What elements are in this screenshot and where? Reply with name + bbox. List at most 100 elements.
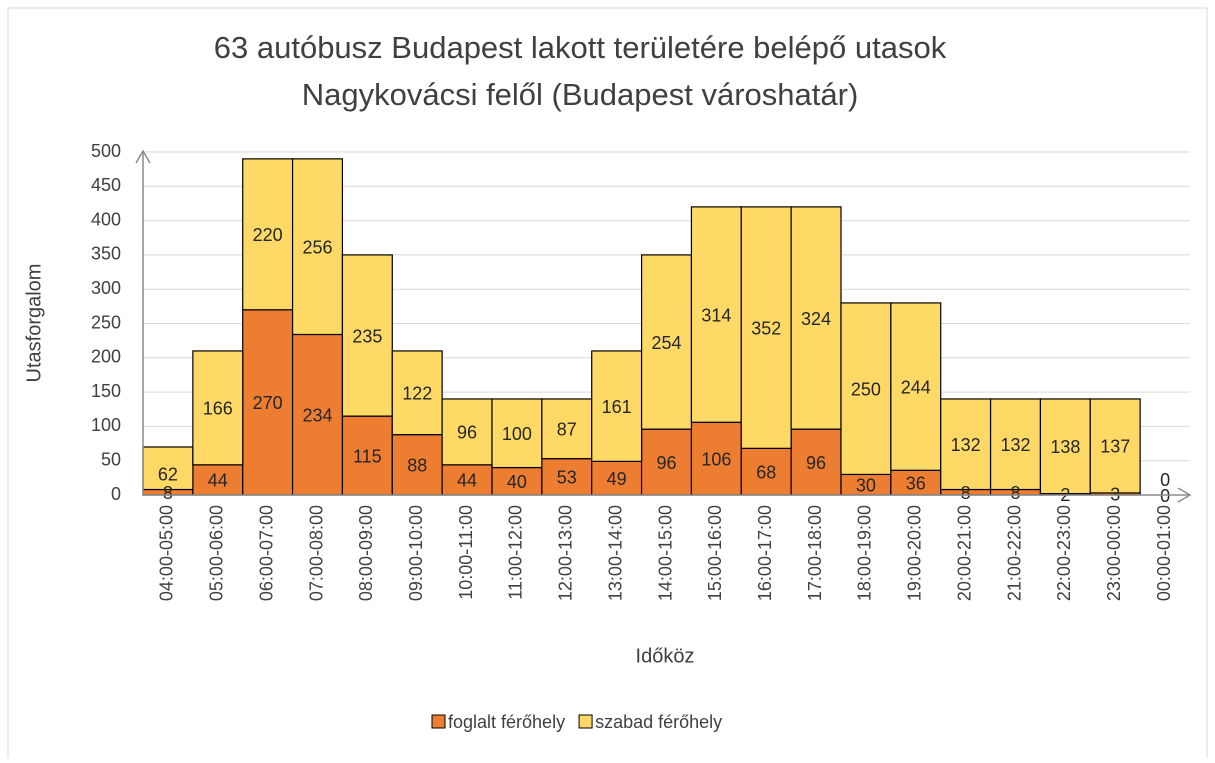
legend-label: foglalt férőhely bbox=[448, 712, 565, 732]
x-tick-label: 17:00-18:00 bbox=[805, 505, 825, 601]
legend-swatch bbox=[431, 714, 446, 729]
data-label: 44 bbox=[457, 471, 477, 491]
y-tick-label: 300 bbox=[91, 278, 121, 298]
data-label: 106 bbox=[701, 449, 731, 469]
data-label: 166 bbox=[203, 399, 233, 419]
data-label: 62 bbox=[158, 464, 178, 484]
y-tick-label: 100 bbox=[91, 415, 121, 435]
legend-label: szabad férőhely bbox=[595, 712, 722, 732]
bar-segment bbox=[142, 446, 194, 491]
data-label: 161 bbox=[602, 397, 632, 417]
bar-segment bbox=[1039, 398, 1091, 495]
x-axis-title: Időköz bbox=[636, 645, 695, 667]
y-tick-label: 400 bbox=[91, 209, 121, 229]
x-axis-arrow bbox=[1177, 487, 1192, 503]
data-label: 256 bbox=[302, 237, 332, 257]
data-label: 132 bbox=[1000, 435, 1030, 455]
x-tick-label: 12:00-13:00 bbox=[556, 505, 576, 601]
data-label: 115 bbox=[353, 446, 382, 466]
bar-segment bbox=[192, 350, 244, 466]
x-tick-label: 07:00-08:00 bbox=[306, 505, 326, 601]
bar-segment bbox=[690, 421, 742, 496]
data-label: 44 bbox=[208, 471, 228, 491]
y-tick-label: 50 bbox=[101, 449, 121, 469]
data-label: 30 bbox=[856, 475, 876, 495]
data-label: 132 bbox=[951, 435, 981, 455]
y-tick-label: 350 bbox=[91, 244, 121, 264]
data-label: 220 bbox=[253, 225, 283, 245]
x-tick-label: 15:00-16:00 bbox=[705, 505, 725, 601]
data-label: 137 bbox=[1100, 437, 1130, 457]
x-tick-label: 11:00-12:00 bbox=[506, 505, 526, 600]
y-tick-label: 250 bbox=[91, 312, 121, 332]
x-tick-label: 04:00-05:00 bbox=[157, 505, 177, 601]
y-tick-label: 500 bbox=[91, 141, 121, 161]
bar-segment bbox=[491, 466, 543, 496]
data-label: 96 bbox=[457, 423, 477, 443]
x-tick-label: 14:00-15:00 bbox=[655, 505, 675, 601]
y-tick-label: 0 bbox=[111, 484, 121, 504]
x-tick-label: 19:00-20:00 bbox=[905, 505, 925, 601]
legend: foglalt férőhely szabad férőhely bbox=[431, 712, 722, 732]
data-label: 36 bbox=[906, 473, 926, 493]
data-label: 68 bbox=[756, 462, 776, 482]
bar-segment bbox=[640, 254, 693, 430]
x-tick-label: 21:00-22:00 bbox=[1004, 505, 1024, 601]
x-tick-label: 22:00-23:00 bbox=[1054, 505, 1074, 601]
data-label: 250 bbox=[851, 379, 881, 399]
data-label: 235 bbox=[352, 326, 382, 346]
y-axis-title: Utasforgalom bbox=[23, 264, 45, 383]
bar-segment bbox=[391, 434, 443, 496]
data-label: 314 bbox=[701, 305, 731, 325]
x-tick-label: 16:00-17:00 bbox=[755, 505, 775, 601]
x-tick-label: 20:00-21:00 bbox=[954, 505, 974, 601]
data-label: 53 bbox=[557, 468, 577, 488]
data-label: 88 bbox=[407, 456, 427, 476]
data-label: 40 bbox=[507, 472, 527, 492]
data-label: 254 bbox=[651, 333, 681, 353]
chart-title: Nagykovácsi felől (Budapest városhatár) bbox=[302, 77, 859, 112]
bar-segment bbox=[541, 398, 593, 460]
bar-segment bbox=[690, 206, 742, 423]
bar-segment bbox=[740, 206, 792, 449]
plot-area: 0501001502002503003504004505008442702341… bbox=[91, 141, 1190, 601]
x-tick-label: 05:00-06:00 bbox=[207, 505, 227, 601]
y-tick-label: 450 bbox=[91, 175, 121, 195]
bar-segment bbox=[291, 158, 344, 336]
chart-border bbox=[7, 7, 1208, 763]
y-tick-label: 150 bbox=[91, 381, 121, 401]
data-label: 87 bbox=[557, 420, 577, 440]
data-label: 244 bbox=[901, 377, 931, 397]
data-label: 352 bbox=[751, 318, 781, 338]
bar-segment bbox=[840, 302, 892, 476]
data-label: 324 bbox=[801, 309, 831, 329]
x-tick-label: 18:00-19:00 bbox=[855, 505, 875, 601]
data-label: 96 bbox=[656, 453, 676, 473]
x-tick-label: 06:00-07:00 bbox=[256, 505, 276, 601]
y-axis-arrow bbox=[135, 149, 151, 164]
bar-segment bbox=[1089, 398, 1141, 494]
data-label: 234 bbox=[302, 405, 332, 425]
bar-segment bbox=[391, 350, 443, 436]
x-tick-label: 13:00-14:00 bbox=[605, 505, 625, 601]
data-label: 100 bbox=[502, 424, 532, 444]
bar-segment bbox=[341, 254, 393, 417]
x-tick-label: 00:00-01:00 bbox=[1154, 505, 1174, 601]
x-tick-label: 08:00-09:00 bbox=[356, 505, 376, 601]
data-label: 8 bbox=[1010, 483, 1020, 503]
bar-segment bbox=[491, 398, 543, 469]
legend-swatch bbox=[578, 714, 593, 729]
x-tick-label: 10:00-11:00 bbox=[456, 505, 476, 600]
bar-segment bbox=[940, 398, 992, 491]
bar-segment bbox=[591, 350, 643, 462]
y-tick-label: 200 bbox=[91, 347, 121, 367]
bar-segment bbox=[790, 206, 842, 430]
data-label: 8 bbox=[163, 483, 173, 503]
bar-segment bbox=[890, 302, 942, 471]
bar-segment bbox=[989, 398, 1042, 491]
data-label: 49 bbox=[607, 469, 627, 489]
bar-segment bbox=[242, 158, 294, 311]
data-label: 96 bbox=[806, 453, 826, 473]
data-label: 8 bbox=[961, 483, 971, 503]
